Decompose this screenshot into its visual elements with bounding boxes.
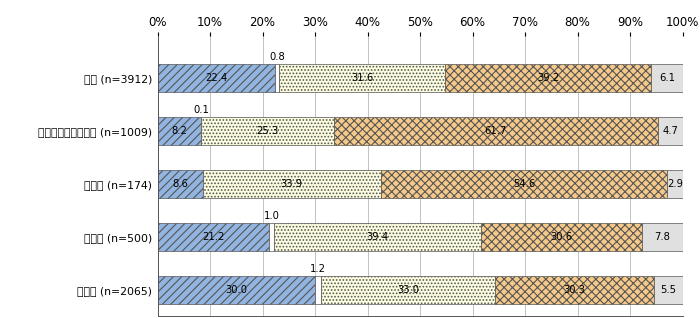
Text: 39.4: 39.4 xyxy=(366,232,389,242)
Bar xyxy=(641,223,682,251)
Bar xyxy=(274,223,481,251)
Text: 0.1: 0.1 xyxy=(193,105,209,115)
Bar xyxy=(315,276,321,304)
Text: 39.2: 39.2 xyxy=(537,73,559,83)
Bar xyxy=(381,170,667,198)
Text: 30.0: 30.0 xyxy=(225,285,247,295)
Text: 21.2: 21.2 xyxy=(202,232,224,242)
Bar xyxy=(481,223,641,251)
Text: 8.2: 8.2 xyxy=(171,126,187,136)
Text: 30.6: 30.6 xyxy=(550,232,573,242)
Text: 5.5: 5.5 xyxy=(660,285,676,295)
Bar xyxy=(275,64,279,92)
Text: 1.0: 1.0 xyxy=(263,211,279,221)
Text: 31.6: 31.6 xyxy=(351,73,373,83)
Text: 8.6: 8.6 xyxy=(172,179,188,189)
Bar xyxy=(321,276,494,304)
Text: 22.4: 22.4 xyxy=(205,73,228,83)
Bar xyxy=(279,64,445,92)
Text: 0.8: 0.8 xyxy=(270,52,285,62)
Bar xyxy=(334,117,658,145)
Bar xyxy=(667,170,682,198)
Text: 25.3: 25.3 xyxy=(256,126,279,136)
Text: 1.2: 1.2 xyxy=(310,264,326,274)
Bar xyxy=(658,117,682,145)
Bar xyxy=(654,276,682,304)
Bar xyxy=(201,117,334,145)
Bar xyxy=(203,170,381,198)
Text: 7.8: 7.8 xyxy=(654,232,670,242)
Bar xyxy=(158,223,269,251)
Bar xyxy=(651,64,683,92)
Text: 6.1: 6.1 xyxy=(659,73,675,83)
Bar xyxy=(158,64,275,92)
Bar xyxy=(494,276,654,304)
Text: 54.6: 54.6 xyxy=(513,179,535,189)
Text: 33.9: 33.9 xyxy=(281,179,302,189)
Bar xyxy=(158,170,203,198)
Text: 2.9: 2.9 xyxy=(667,179,683,189)
Text: 33.0: 33.0 xyxy=(397,285,419,295)
Text: 30.3: 30.3 xyxy=(563,285,585,295)
Bar xyxy=(158,117,201,145)
Bar xyxy=(445,64,651,92)
Text: 4.7: 4.7 xyxy=(662,126,678,136)
Text: 61.7: 61.7 xyxy=(484,126,507,136)
Bar xyxy=(158,276,315,304)
Bar xyxy=(269,223,274,251)
